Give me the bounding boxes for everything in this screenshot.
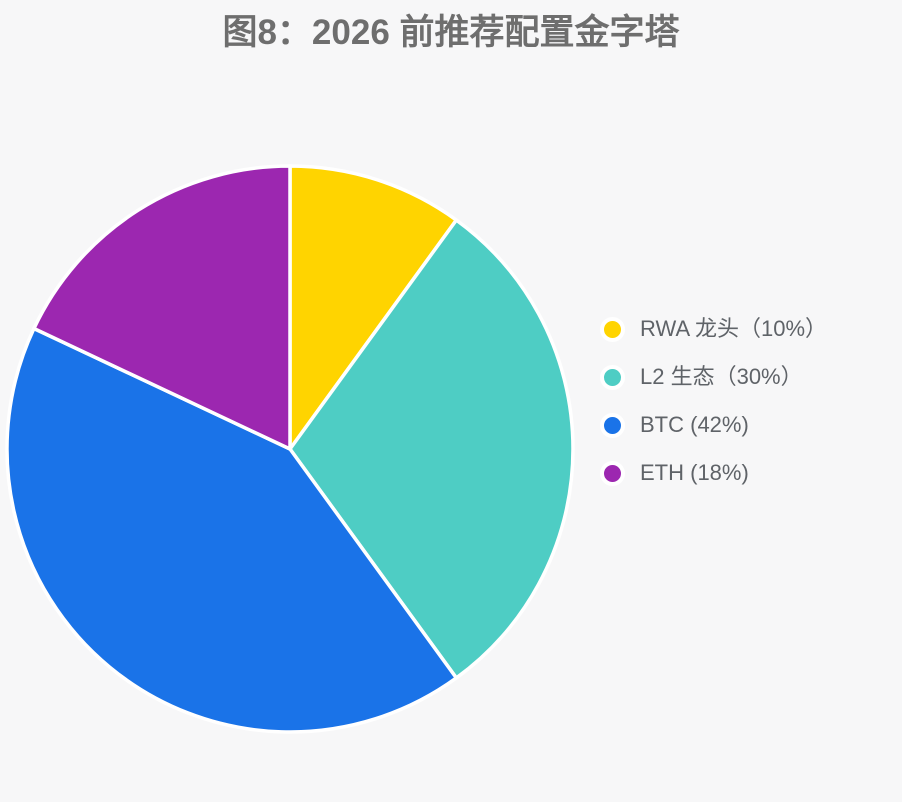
legend-item-l2[interactable]: L2 生态（30%） — [600, 364, 827, 390]
pie-chart — [2, 161, 578, 737]
legend-item-eth[interactable]: ETH (18%) — [600, 460, 827, 486]
pie-slice-2[interactable] — [5, 326, 459, 734]
legend-label: RWA 龙头（10%） — [640, 316, 828, 341]
legend-item-btc[interactable]: BTC (42%) — [600, 412, 827, 438]
legend-swatch-icon — [600, 316, 625, 342]
pie-slice-1[interactable] — [288, 218, 575, 680]
legend-swatch-icon — [600, 412, 625, 438]
legend-label: ETH (18%) — [640, 460, 749, 485]
legend-swatch-icon — [600, 364, 625, 390]
chart-legend: RWA 龙头（10%） L2 生态（30%） BTC (42%) ETH (18… — [600, 316, 827, 486]
legend-swatch-icon — [600, 460, 625, 486]
pie-slice-3[interactable] — [32, 164, 292, 451]
chart-title: 图8：2026 前推荐配置金字塔 — [222, 13, 680, 52]
legend-item-rwa[interactable]: RWA 龙头（10%） — [600, 316, 827, 342]
pie-svg — [5, 164, 575, 734]
legend-label: L2 生态（30%） — [640, 364, 803, 389]
pie-slice-0[interactable] — [288, 164, 459, 451]
legend-label: BTC (42%) — [640, 412, 749, 437]
